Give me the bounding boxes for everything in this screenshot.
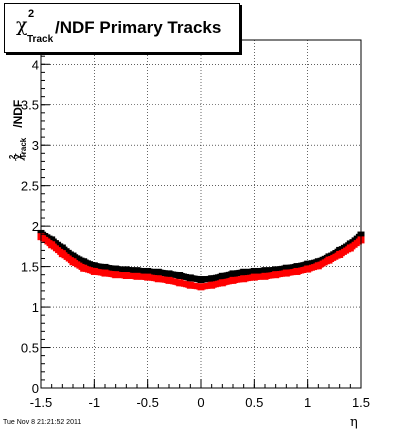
data-point	[69, 252, 77, 260]
data-point	[112, 265, 120, 273]
title-chi-symbol: χ	[16, 14, 28, 36]
data-point	[122, 272, 130, 280]
data-point	[154, 268, 162, 276]
x-tick-label: -1.5	[30, 395, 52, 410]
data-point	[208, 281, 216, 289]
ylabel-subscript: Track	[19, 137, 28, 159]
data-point	[336, 250, 344, 258]
data-point	[80, 264, 88, 272]
data-point	[250, 267, 258, 275]
y-tick-label: 0	[32, 381, 39, 396]
data-point	[229, 276, 237, 284]
y-tick-label: 4	[32, 57, 39, 72]
data-point	[165, 270, 173, 278]
data-point	[186, 281, 194, 289]
data-point	[304, 260, 312, 268]
data-point	[325, 256, 333, 264]
title-superscript: 2	[28, 8, 35, 20]
y-tick-label: 2.5	[21, 179, 39, 194]
data-point	[58, 250, 66, 258]
ylabel-suffix: /NDF	[11, 99, 25, 128]
title-subscript: Track	[27, 34, 54, 45]
data-point	[218, 272, 226, 280]
data-point	[282, 269, 290, 277]
y-tick-label: 3	[32, 138, 39, 153]
data-point	[133, 272, 141, 280]
data-point	[90, 267, 98, 275]
data-point	[154, 275, 162, 283]
data-point	[48, 236, 56, 244]
y-tick-label: 2	[32, 219, 39, 234]
grid	[40, 40, 362, 389]
y-tick-label: 1.5	[21, 260, 39, 275]
data-point	[314, 262, 322, 270]
data-point	[48, 241, 56, 249]
data-point	[101, 269, 109, 277]
data-point	[197, 276, 205, 284]
data-point	[144, 267, 152, 275]
y-tick-label: 1	[32, 300, 39, 315]
data-point	[112, 271, 120, 279]
data-point	[69, 258, 77, 266]
chart-title-box: χ 2 Track /NDF Primary Tracks	[4, 3, 240, 53]
x-tick-label: 1	[304, 395, 311, 410]
data-point	[250, 273, 258, 281]
data-point	[218, 279, 226, 287]
x-axis-label: η	[350, 415, 358, 430]
axis-ticks: -1.5 -1 -0.5 0 0.5 1 1.5 0 0.5 1 1.5 2 2.5 3 3.5 4	[21, 39, 370, 410]
chart-title: /NDF Primary Tracks	[55, 18, 222, 37]
x-tick-label: 0	[197, 395, 204, 410]
data-point	[208, 275, 216, 283]
data-point	[240, 275, 248, 283]
x-tick-label: -0.5	[136, 395, 158, 410]
data-point	[176, 279, 184, 287]
y-tick-label: 3.5	[21, 98, 39, 113]
data-point	[58, 244, 66, 252]
data-point	[165, 276, 173, 284]
x-tick-label: 0.5	[245, 395, 263, 410]
data-point	[293, 263, 301, 271]
data-point	[197, 283, 205, 291]
data-point	[261, 272, 269, 280]
data-point	[304, 265, 312, 273]
data-point	[186, 274, 194, 282]
data-point	[282, 264, 290, 272]
data-point	[240, 268, 248, 276]
x-tick-label: 1.5	[352, 395, 370, 410]
data-point	[122, 266, 130, 274]
data-point	[261, 267, 269, 275]
data-point	[272, 271, 280, 279]
y-axis-label: χ2 Track/NDF	[8, 41, 33, 161]
data-point	[80, 258, 88, 266]
data-series	[37, 229, 365, 291]
data-point	[346, 244, 354, 252]
series-2	[37, 233, 365, 291]
data-point	[229, 270, 237, 278]
data-point	[144, 273, 152, 281]
data-point	[176, 272, 184, 280]
data-point	[133, 267, 141, 275]
data-point	[90, 262, 98, 270]
data-point	[101, 263, 109, 271]
timestamp: Tue Nov 8 21:21:52 2011	[3, 419, 82, 426]
data-point	[293, 267, 301, 275]
x-tick-label: -1	[89, 395, 101, 410]
ylabel-superscript: 2	[8, 154, 17, 160]
data-point	[272, 266, 280, 274]
y-tick-label: 0.5	[21, 341, 39, 356]
